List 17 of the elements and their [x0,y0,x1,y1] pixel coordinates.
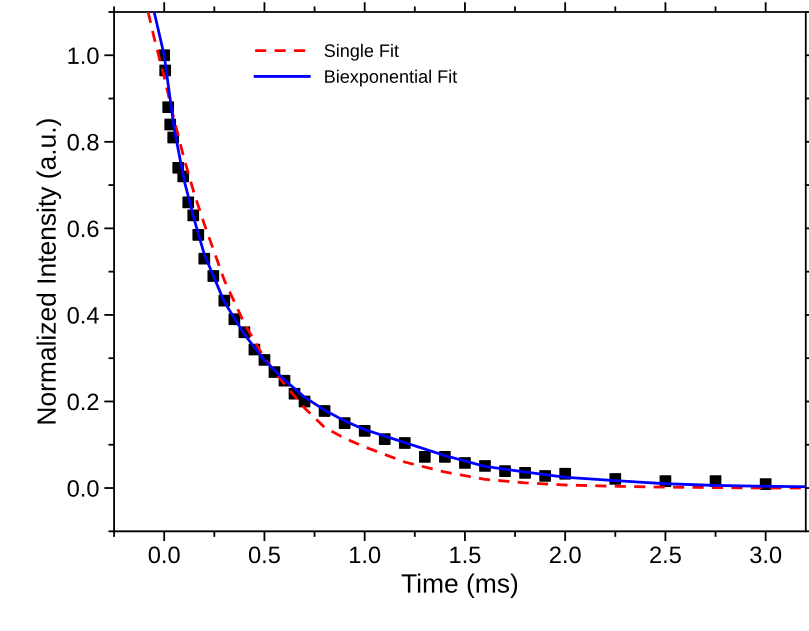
x-tick-label: 3.0 [750,546,782,564]
y-tick-label: 0.0 [68,480,99,497]
y-tick-label: 0.8 [68,134,98,151]
y-tick-label: 1.0 [68,47,99,64]
x-tick-label: 0.5 [248,546,280,564]
x-tick-label: 2.0 [550,546,581,564]
legend-label: Single Fit [324,44,399,61]
x-tick-label: 2.5 [650,546,681,564]
y-tick-label: 0.2 [68,394,98,410]
x-tick-label: 0.0 [148,546,180,564]
y-tick-label: 0.6 [68,220,98,238]
y-axis-title: Normalized Intensity (a.u.) [36,119,62,424]
legend-label: Biexponential Fit [325,70,458,87]
x-tick-label: 1.5 [450,546,480,564]
x-axis-title: Time (ms) [402,573,518,598]
y-tick-label: 0.4 [68,306,99,324]
x-tick-label: 1.0 [350,546,380,564]
